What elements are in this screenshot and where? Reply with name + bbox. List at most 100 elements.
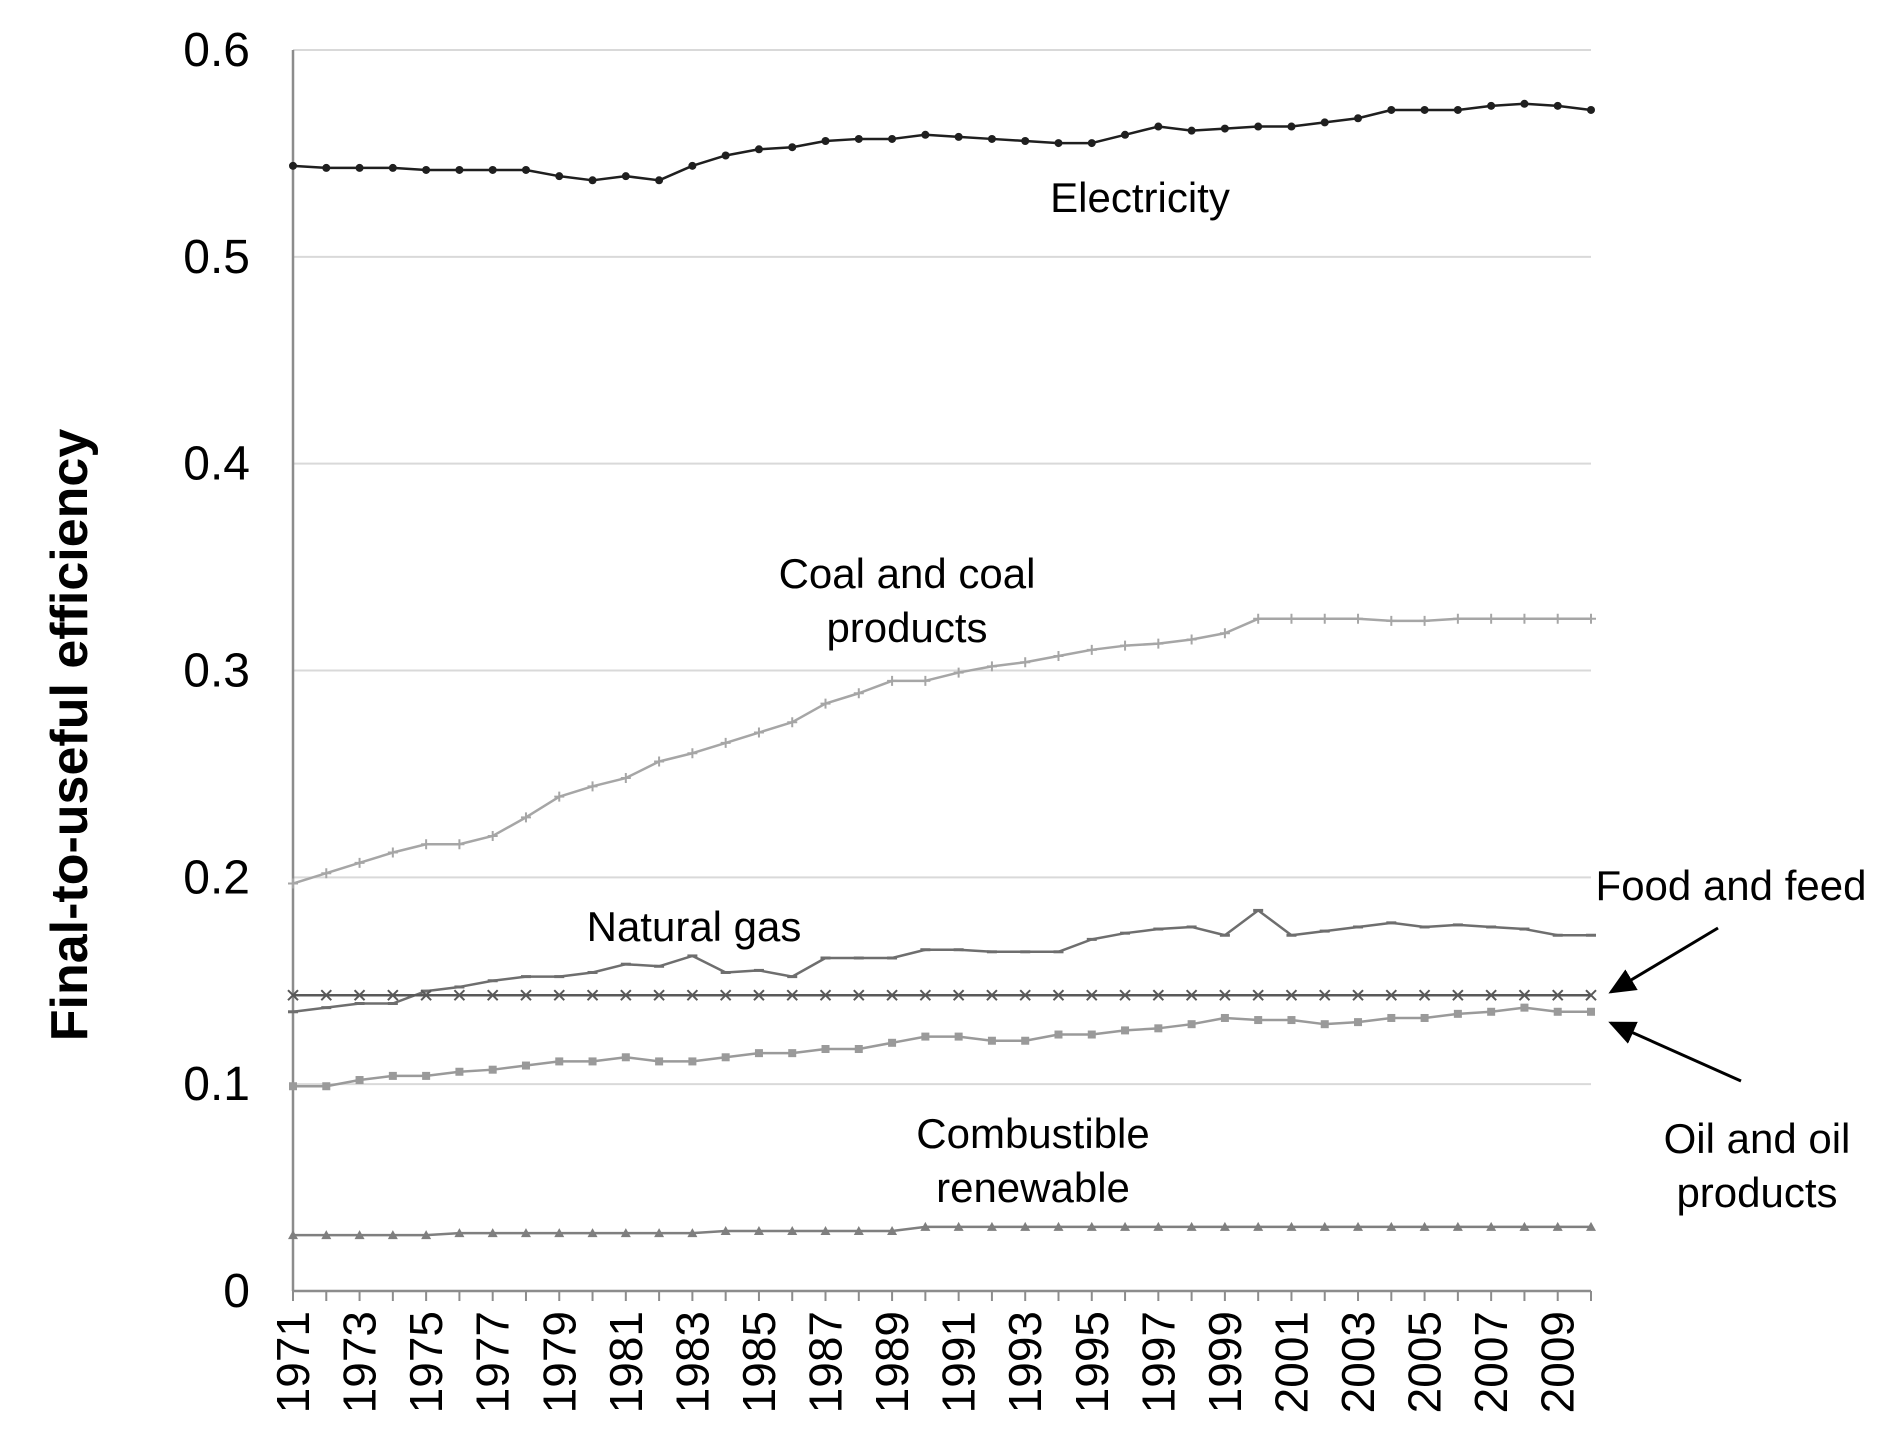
- data-point-coal-and-coal-products: [554, 791, 565, 802]
- data-point-combustible-renewable: [1186, 1221, 1197, 1231]
- combustible-annotation-line2: renewable: [936, 1164, 1130, 1211]
- food-feed-annotation: Food and feed: [1596, 862, 1867, 909]
- data-point-food-and-feed: [753, 989, 765, 1001]
- x-tick-label: 1987: [800, 1311, 852, 1413]
- series-combustible-renewable: [288, 1221, 1596, 1240]
- data-point-electricity: [1021, 137, 1030, 146]
- data-point-electricity: [1487, 101, 1496, 110]
- data-point-coal-and-coal-products: [288, 878, 298, 889]
- data-point-combustible-renewable: [1353, 1221, 1364, 1231]
- y-tick-label: 0.2: [183, 851, 250, 904]
- data-point-electricity: [954, 132, 963, 141]
- data-point-electricity: [1453, 105, 1462, 114]
- data-point-electricity: [788, 143, 797, 152]
- natural-gas-annotation: Natural gas: [587, 903, 802, 950]
- oil-annotation-line2: products: [1676, 1169, 1837, 1216]
- data-point-coal-and-coal-products: [1086, 644, 1097, 655]
- data-point-food-and-feed: [1352, 989, 1364, 1001]
- data-point-electricity: [322, 163, 331, 172]
- data-point-coal-and-coal-products: [487, 830, 498, 841]
- data-point-combustible-renewable: [321, 1230, 332, 1240]
- series-electricity: [289, 99, 1595, 185]
- data-point-electricity: [1587, 105, 1595, 114]
- data-point-electricity: [422, 165, 431, 174]
- data-point-coal-and-coal-products: [1552, 613, 1563, 624]
- data-point-coal-and-coal-products: [1120, 640, 1131, 651]
- data-point-food-and-feed: [1119, 989, 1131, 1001]
- data-point-coal-and-coal-products: [354, 857, 365, 868]
- data-point-oil-and-oil-products: [1087, 1030, 1096, 1039]
- data-point-coal-and-coal-products: [687, 748, 698, 759]
- data-point-oil-and-oil-products: [1254, 1016, 1263, 1025]
- series-line-natural-gas: [292, 909, 1591, 1014]
- series-lines: [287, 99, 1597, 1240]
- x-tick-label: 1971: [267, 1311, 319, 1413]
- data-point-oil-and-oil-products: [289, 1082, 297, 1091]
- data-point-oil-and-oil-products: [655, 1057, 664, 1066]
- data-point-food-and-feed: [620, 989, 632, 1001]
- data-point-food-and-feed: [486, 989, 499, 1001]
- x-tick-label: 1991: [933, 1311, 985, 1413]
- data-point-combustible-renewable: [1053, 1221, 1064, 1231]
- data-point-electricity: [688, 161, 697, 170]
- data-point-combustible-renewable: [520, 1228, 531, 1238]
- data-point-electricity: [1387, 105, 1396, 114]
- data-point-oil-and-oil-products: [1453, 1009, 1462, 1018]
- data-point-food-and-feed: [886, 989, 898, 1001]
- data-point-oil-and-oil-products: [422, 1071, 431, 1080]
- data-point-combustible-renewable: [820, 1226, 831, 1236]
- annotations: Electricity Coal and coal products Natur…: [587, 174, 1867, 1216]
- x-tick-label: 2009: [1532, 1311, 1584, 1413]
- data-point-combustible-renewable: [1486, 1221, 1497, 1231]
- data-point-combustible-renewable: [620, 1228, 631, 1238]
- data-point-oil-and-oil-products: [821, 1045, 830, 1054]
- data-point-combustible-renewable: [1253, 1221, 1264, 1231]
- data-point-coal-and-coal-products: [920, 675, 931, 686]
- data-point-combustible-renewable: [787, 1226, 798, 1236]
- data-point-oil-and-oil-products: [1387, 1013, 1396, 1022]
- data-point-oil-and-oil-products: [488, 1065, 497, 1074]
- data-point-electricity: [355, 163, 364, 172]
- data-point-coal-and-coal-products: [1586, 613, 1596, 624]
- food-feed-arrow: [1608, 926, 1719, 994]
- data-point-food-and-feed: [387, 989, 399, 1001]
- data-point-oil-and-oil-products: [322, 1082, 331, 1091]
- data-point-coal-and-coal-products: [654, 756, 665, 767]
- data-point-food-and-feed: [1285, 989, 1298, 1001]
- gridlines: [293, 49, 1591, 1086]
- data-point-coal-and-coal-products: [1452, 613, 1463, 624]
- data-point-oil-and-oil-products: [1354, 1018, 1363, 1027]
- data-point-food-and-feed: [1552, 989, 1564, 1001]
- data-point-oil-and-oil-products: [1220, 1013, 1229, 1022]
- data-point-combustible-renewable: [554, 1228, 565, 1238]
- data-point-coal-and-coal-products: [1319, 613, 1330, 624]
- x-tick-label: 1995: [1066, 1311, 1118, 1413]
- electricity-annotation: Electricity: [1050, 174, 1230, 221]
- data-point-oil-and-oil-products: [854, 1045, 863, 1054]
- x-tick-label: 1975: [400, 1311, 452, 1413]
- data-point-electricity: [1520, 99, 1529, 108]
- data-point-combustible-renewable: [288, 1230, 298, 1240]
- data-point-combustible-renewable: [1219, 1221, 1230, 1231]
- data-point-coal-and-coal-products: [454, 839, 465, 850]
- data-point-electricity: [455, 165, 464, 174]
- data-point-food-and-feed: [986, 989, 998, 1001]
- y-tick-label: 0: [223, 1265, 250, 1318]
- data-point-oil-and-oil-products: [1154, 1024, 1163, 1033]
- data-point-electricity: [1187, 126, 1196, 135]
- data-point-oil-and-oil-products: [688, 1057, 697, 1066]
- data-point-food-and-feed: [719, 989, 732, 1001]
- data-point-oil-and-oil-products: [1187, 1020, 1196, 1029]
- data-point-combustible-renewable: [1586, 1221, 1596, 1231]
- data-point-electricity: [521, 165, 530, 174]
- data-point-coal-and-coal-products: [387, 847, 398, 858]
- data-point-coal-and-coal-products: [321, 868, 332, 879]
- data-point-combustible-renewable: [387, 1230, 398, 1240]
- data-point-oil-and-oil-products: [1553, 1007, 1562, 1016]
- data-point-combustible-renewable: [687, 1228, 698, 1238]
- data-point-electricity: [854, 134, 863, 143]
- data-point-coal-and-coal-products: [520, 812, 531, 823]
- data-point-food-and-feed: [553, 989, 565, 1001]
- data-point-combustible-renewable: [920, 1221, 931, 1231]
- data-point-food-and-feed: [586, 989, 599, 1001]
